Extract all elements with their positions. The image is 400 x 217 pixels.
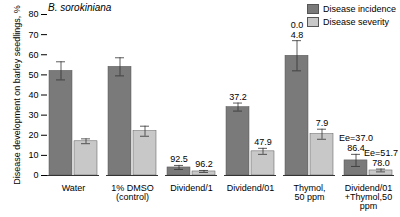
svg-text:30: 30 (28, 110, 38, 120)
svg-text:37.2: 37.2 (229, 92, 247, 102)
svg-text:4.8: 4.8 (291, 30, 304, 40)
svg-text:0.0: 0.0 (291, 20, 304, 30)
svg-text:60: 60 (28, 50, 38, 60)
svg-text:Disease development on barley: Disease development on barley seedlings,… (12, 5, 22, 185)
html-text:B. sorokiniana: B. sorokiniana (48, 2, 112, 13)
svg-text:Dividend/01: Dividend/01 (227, 183, 275, 193)
svg-text:20: 20 (28, 130, 38, 140)
svg-text:78.0: 78.0 (372, 158, 390, 168)
svg-text:50: 50 (28, 70, 38, 80)
html-text:Disease incidence: Disease incidence (323, 4, 396, 14)
svg-text:40: 40 (28, 90, 38, 100)
svg-text:86.4: 86.4 (347, 143, 365, 153)
svg-text:96.2: 96.2 (195, 159, 213, 169)
html-text:Disease severity: Disease severity (323, 17, 389, 27)
svg-text:Water: Water (62, 183, 86, 193)
svg-text:Dividend/1: Dividend/1 (170, 183, 213, 193)
svg-text:Thymol,50 ppm: Thymol,50 ppm (293, 183, 325, 202)
svg-text:0: 0 (33, 170, 38, 180)
svg-text:1% DMSO(control): 1% DMSO(control) (111, 183, 154, 202)
svg-text:47.9: 47.9 (254, 137, 272, 147)
svg-text:80: 80 (28, 9, 38, 19)
svg-text:7.9: 7.9 (316, 118, 329, 128)
svg-text:10: 10 (28, 150, 38, 160)
svg-text:Dividend/01+Thymol,50ppm: Dividend/01+Thymol,50ppm (345, 183, 393, 211)
svg-text:70: 70 (28, 30, 38, 40)
svg-text:92.5: 92.5 (170, 154, 188, 164)
svg-text:Ee=37.0: Ee=37.0 (339, 133, 373, 143)
svg-text:Ee=51.7: Ee=51.7 (364, 148, 398, 158)
